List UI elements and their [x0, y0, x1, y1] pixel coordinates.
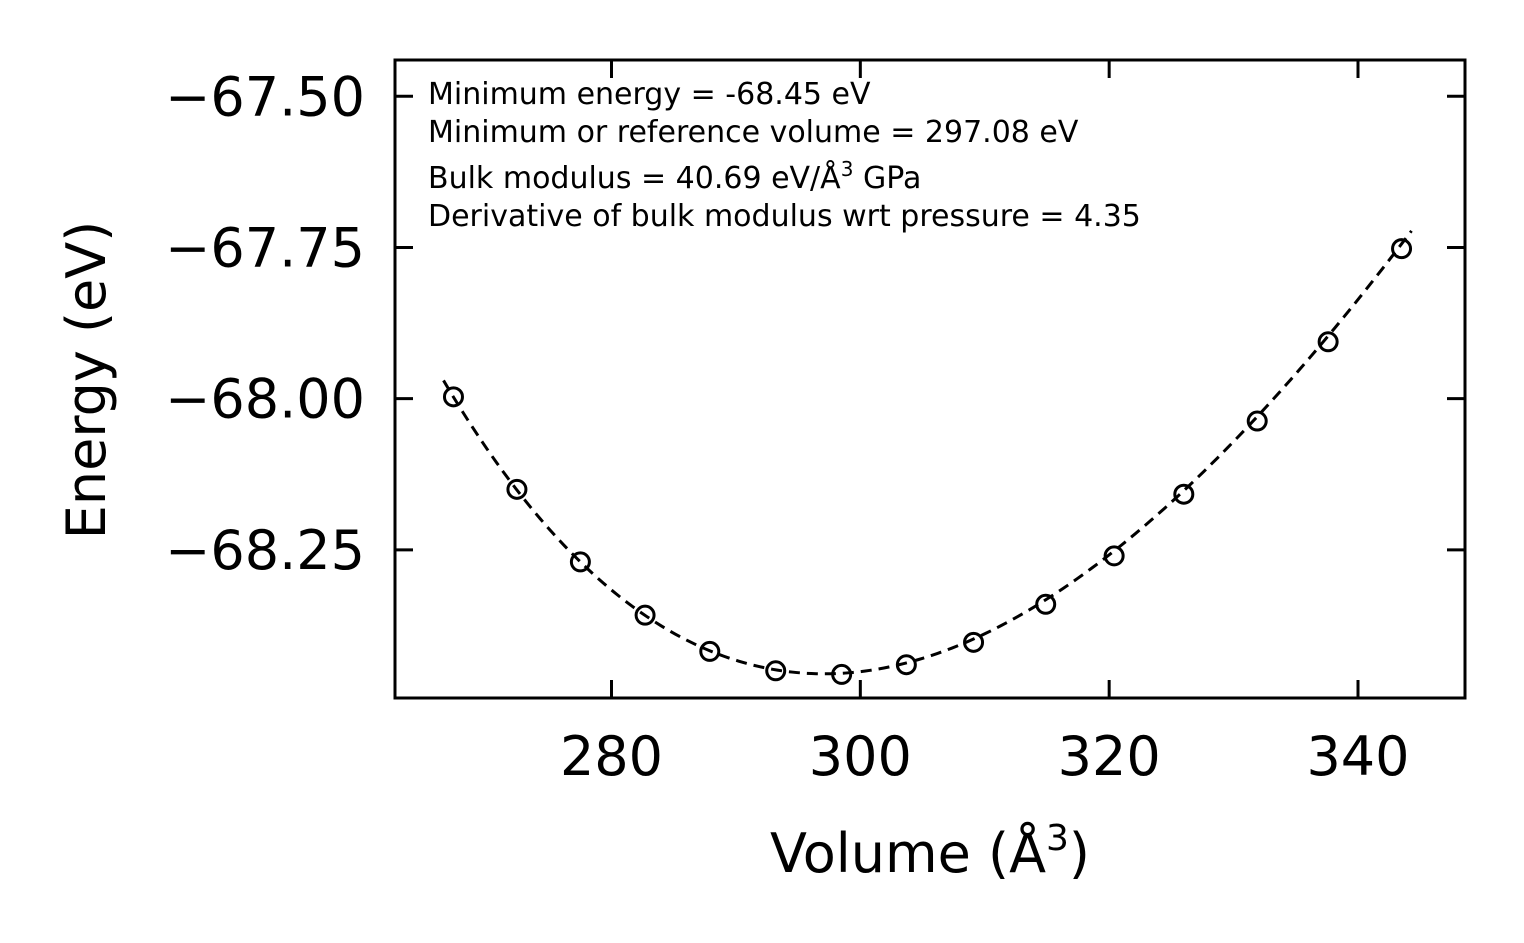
- data-point: [831, 663, 853, 685]
- annotation-min-energy: Minimum energy = -68.45 eV: [428, 77, 871, 112]
- data-point: [442, 386, 464, 408]
- data-point: [1317, 331, 1339, 353]
- data-point: [634, 604, 656, 626]
- data-point: [569, 551, 591, 573]
- annotation-bulk-derivative: Derivative of bulk modulus wrt pressure …: [428, 199, 1141, 234]
- data-point: [1246, 410, 1268, 432]
- plot-frame: [393, 58, 1467, 700]
- data-point: [1035, 593, 1057, 615]
- data-points: [442, 238, 1413, 685]
- x-tick-label: 280: [560, 725, 663, 788]
- data-point: [699, 640, 721, 662]
- x-tick-label: 320: [1058, 725, 1161, 788]
- data-point: [963, 631, 985, 653]
- data-point: [765, 660, 787, 682]
- y-axis-label: Energy (eV): [55, 221, 118, 540]
- x-tick-label: 340: [1306, 725, 1409, 788]
- data-point: [1391, 238, 1413, 260]
- y-ticks: −67.50 −67.75 −68.00 −68.25: [165, 65, 1465, 582]
- fit-curve: [442, 229, 1413, 676]
- y-tick-label: −68.00: [165, 368, 365, 431]
- y-tick-label: −67.75: [165, 216, 365, 279]
- x-ticks: 280 300 320 340: [560, 60, 1410, 788]
- data-point: [895, 654, 917, 676]
- x-tick-label: 300: [809, 725, 912, 788]
- data-point: [1103, 545, 1125, 567]
- annotation-bulk-modulus: Bulk modulus = 40.69 eV/Å3 GPa: [428, 157, 921, 196]
- y-tick-label: −68.25: [165, 519, 365, 582]
- data-point: [1173, 483, 1195, 505]
- data-point: [506, 478, 528, 500]
- annotation-min-volume: Minimum or reference volume = 297.08 eV: [428, 115, 1079, 150]
- y-tick-label: −67.50: [165, 65, 365, 128]
- x-axis-label: Volume (Å3): [770, 818, 1090, 885]
